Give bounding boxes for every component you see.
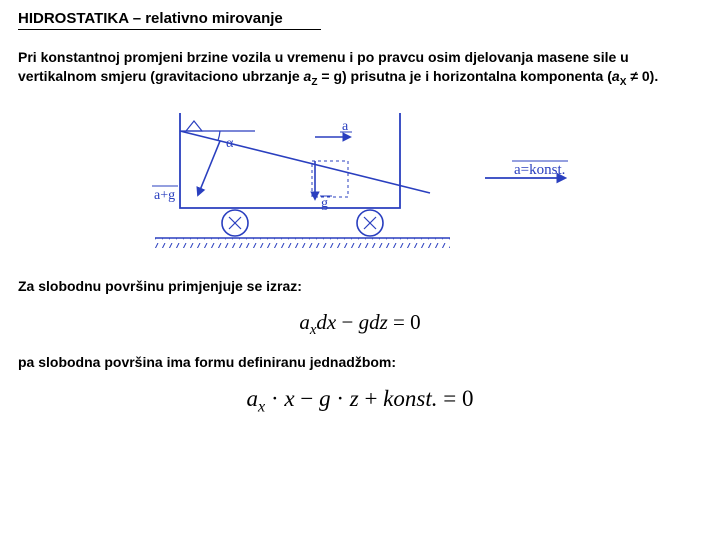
eq2-eq0: = 0 <box>437 386 473 411</box>
eq2-z: z <box>350 386 359 411</box>
vector-a-plus-g <box>198 141 220 195</box>
angle-arc <box>218 131 220 140</box>
paragraph-2: Za slobodnu površinu primjenjuje se izra… <box>18 277 702 296</box>
equation-2: ax · x − g · z + konst. = 0 <box>18 386 702 417</box>
eq2-minus: − <box>295 386 319 411</box>
vector-ag-label: a+g <box>154 188 175 203</box>
eq2-plus: + <box>359 386 383 411</box>
eq2-g: g <box>319 386 331 411</box>
para1-mid: = g) prisutna je i horizontalna komponen… <box>317 68 611 84</box>
hydrostatics-diagram: α a g a+g a=konst. <box>120 103 600 258</box>
ground-hatch <box>155 238 450 248</box>
eq2-dot2: · <box>331 386 350 411</box>
eq1-g: g <box>359 310 370 334</box>
vector-a-label: a <box>342 119 349 134</box>
eq1-eq0: = 0 <box>388 310 421 334</box>
eq1-dz: dz <box>369 310 388 334</box>
eq2-a: a <box>247 386 259 411</box>
surface-symbol-icon <box>186 121 202 131</box>
diagram-container: α a g a+g a=konst. <box>18 103 702 263</box>
vector-g-label: g <box>321 196 328 211</box>
eq2-dot1: · <box>265 386 284 411</box>
eq1-minus: − <box>336 310 358 334</box>
page-title: HIDROSTATIKA – relativno mirovanje <box>18 10 702 27</box>
vector-box <box>312 161 348 197</box>
eq2-x: x <box>284 386 294 411</box>
eq1-a: a <box>299 310 310 334</box>
para1-ax-a: a <box>612 68 620 84</box>
angle-label: α <box>226 136 234 151</box>
title-underline <box>18 29 321 30</box>
paragraph-3: pa slobodna površina ima formu definiran… <box>18 353 702 372</box>
free-surface <box>180 131 430 193</box>
paragraph-1: Pri konstantnoj promjeni brzine vozila u… <box>18 48 702 89</box>
eq2-konst: konst. <box>383 386 437 411</box>
tank-outline <box>180 113 400 208</box>
a-konst-label: a=konst. <box>514 162 565 178</box>
equation-1: axdx − gdz = 0 <box>18 310 702 339</box>
eq1-dx: dx <box>316 310 336 334</box>
para1-neq: ≠ 0). <box>626 68 658 84</box>
